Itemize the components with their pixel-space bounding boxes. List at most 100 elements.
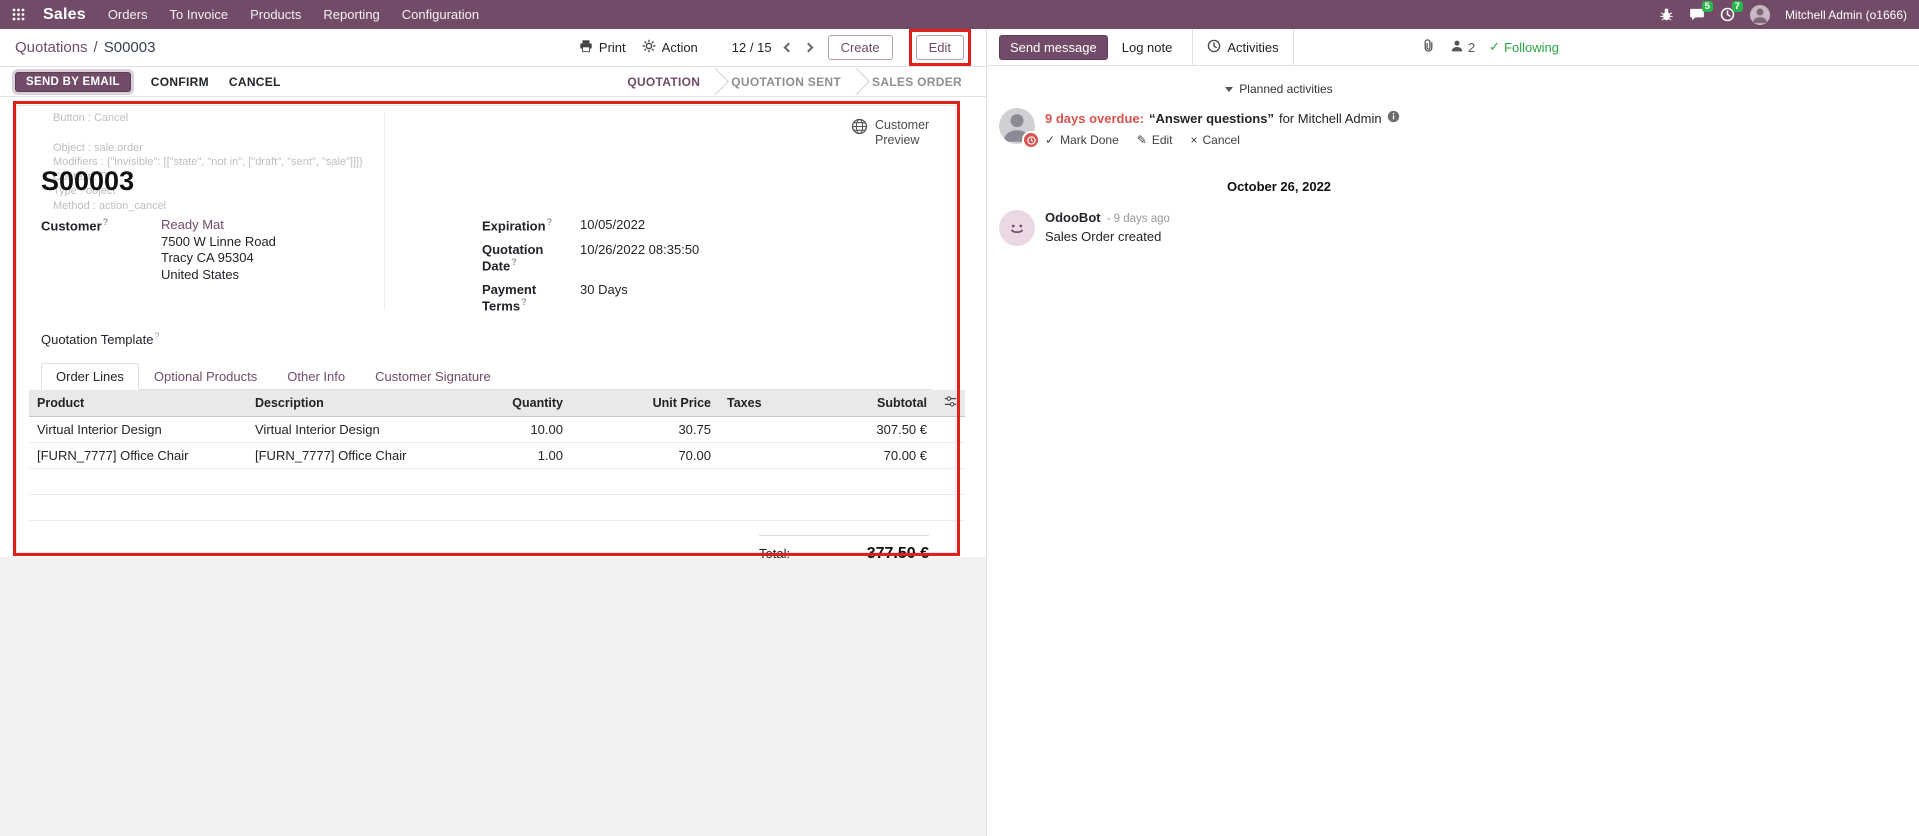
stage-separator-icon: [702, 68, 730, 95]
cell-quantity: 1.00: [459, 442, 571, 470]
person-icon: [1450, 39, 1464, 56]
help-marker: ?: [521, 296, 527, 307]
planned-activities-toggle[interactable]: Planned activities: [999, 82, 1559, 96]
print-button[interactable]: Print: [579, 39, 626, 56]
customer-address-line: 7500 W Linne Road: [161, 233, 276, 249]
activities-clock-icon[interactable]: 7: [1720, 1, 1743, 22]
info-icon[interactable]: [1387, 110, 1400, 126]
notebook-tabs: Order Lines Optional Products Other Info…: [41, 363, 931, 391]
followers-button[interactable]: 2: [1450, 39, 1475, 56]
pager-next-icon[interactable]: [803, 42, 814, 53]
user-name[interactable]: Mitchell Admin (o1666): [1784, 7, 1907, 22]
quotation-date-value: 10/26/2022 08:35:50: [580, 242, 700, 257]
cell-product: [FURN_7777] Office Chair: [29, 442, 247, 470]
menu-reporting[interactable]: Reporting: [323, 7, 380, 22]
menu-orders[interactable]: Orders: [107, 7, 148, 22]
navbar-right: 5 7 Mitchell Admin (o1666): [1659, 1, 1907, 25]
activity-edit-button[interactable]: ✎ Edit: [1137, 133, 1173, 147]
debug-bug-icon[interactable]: [1659, 7, 1674, 22]
stage-quotation[interactable]: QUOTATION: [627, 74, 701, 89]
activities-label: Activities: [1227, 39, 1279, 55]
statusbar: SEND BY EMAIL CONFIRM CANCEL QUOTATION Q…: [0, 67, 986, 97]
quotation-date-label-text: Quotation Date: [482, 242, 544, 274]
create-button[interactable]: Create: [827, 35, 893, 60]
cross-icon: ×: [1190, 133, 1198, 147]
tab-order-lines[interactable]: Order Lines: [41, 363, 139, 391]
mark-done-button[interactable]: ✓ Mark Done: [1045, 133, 1119, 147]
send-message-button[interactable]: Send message: [999, 34, 1108, 60]
customer-name-link[interactable]: Ready Mat: [161, 217, 224, 232]
help-marker: ?: [154, 331, 160, 342]
chatter-panel: Send message Log note Activities 2 ✓: [986, 29, 1919, 836]
log-note-button[interactable]: Log note: [1112, 36, 1183, 59]
order-line-row[interactable]: [FURN_7777] Office Chair [FURN_7777] Off…: [29, 442, 965, 470]
payment-terms-label-text: Payment Terms: [482, 281, 537, 314]
col-subtotal: Subtotal: [807, 390, 935, 418]
cell-description: [FURN_7777] Office Chair: [247, 442, 459, 470]
stage-quotation-sent[interactable]: QUOTATION SENT: [731, 74, 842, 89]
optional-columns-button[interactable]: [935, 390, 965, 418]
payment-terms-value: 30 Days: [580, 281, 628, 297]
cell-empty: [935, 416, 965, 444]
field-grid: Customer? Ready Mat 7500 W Linne Road Tr…: [41, 217, 931, 313]
overdue-clock-badge-icon: [1022, 131, 1040, 149]
action-button[interactable]: Action: [642, 39, 698, 56]
control-panel-right: Print Action 12 / 15 Create Edit: [579, 29, 971, 66]
app-name[interactable]: Sales: [43, 5, 86, 23]
user-avatar[interactable]: [1749, 4, 1770, 25]
messages-icon[interactable]: 5: [1689, 1, 1713, 22]
date-separator: October 26, 2022: [1226, 179, 1332, 194]
cancel-button[interactable]: CANCEL: [228, 74, 281, 89]
send-by-email-button[interactable]: SEND BY EMAIL: [15, 71, 131, 92]
menu-to-invoice[interactable]: To Invoice: [169, 7, 229, 22]
debug-tooltip-line: Type : object: [53, 185, 116, 197]
debug-tooltip-line: Context : {}: [53, 170, 108, 183]
customer-label-text: Customer: [41, 218, 102, 234]
expiration-field: Expiration? 10/05/2022: [482, 217, 699, 234]
activities-button[interactable]: Activities: [1192, 29, 1294, 65]
apps-grid-icon[interactable]: [12, 8, 25, 21]
navbar-left: Sales Orders To Invoice Products Reporti…: [12, 6, 479, 24]
breadcrumb-quotations[interactable]: Quotations: [15, 39, 88, 56]
pager-previous-icon[interactable]: [783, 42, 794, 53]
quotation-date-field: Quotation Date? 10/26/2022 08:35:50: [482, 242, 699, 273]
cell-quantity: 10.00: [459, 416, 571, 444]
menu-configuration[interactable]: Configuration: [401, 7, 480, 22]
payment-terms-field: Payment Terms? 30 Days: [482, 282, 699, 313]
help-marker: ?: [511, 257, 517, 267]
edit-button[interactable]: Edit: [915, 35, 964, 60]
customer-preview-button[interactable]: Customer Preview: [851, 118, 937, 148]
messages-badge: 5: [1701, 1, 1713, 12]
cell-product: Virtual Interior Design: [29, 416, 247, 444]
print-label: Print: [598, 40, 626, 55]
clock-icon: [1207, 39, 1221, 56]
help-marker: ?: [102, 217, 109, 227]
avatar: [999, 108, 1040, 149]
control-panel: Quotations / S00003 Print Action 12 / 15: [0, 29, 986, 67]
stage-sales-order[interactable]: SALES ORDER: [872, 74, 962, 89]
tab-other-info[interactable]: Other Info: [287, 369, 346, 385]
tab-optional-products[interactable]: Optional Products: [153, 369, 258, 385]
tab-customer-signature[interactable]: Customer Signature: [375, 369, 491, 385]
message-content: OdooBot - 9 days ago Sales Order created: [1045, 210, 1170, 246]
menu-products[interactable]: Products: [250, 7, 302, 22]
printer-icon: [579, 39, 593, 56]
activity-cancel-button[interactable]: × Cancel: [1191, 133, 1240, 147]
following-button[interactable]: ✓ Following: [1489, 39, 1559, 55]
col-description: Description: [247, 390, 459, 418]
overdue-text: 9 days overdue:: [1045, 110, 1144, 126]
customer-label: Customer?: [41, 217, 161, 313]
table-header-row: Product Description Quantity Unit Price …: [29, 390, 965, 418]
gear-icon: [642, 39, 656, 56]
stage-separator-icon: [843, 68, 870, 95]
attachments-button[interactable]: [1421, 38, 1436, 56]
expiration-label-text: Expiration: [482, 218, 546, 234]
followers-count: 2: [1467, 39, 1476, 55]
pager-value: 12 / 15: [731, 40, 772, 55]
confirm-button[interactable]: CONFIRM: [150, 74, 209, 89]
activity-actions: ✓ Mark Done ✎ Edit × Cancel: [1045, 133, 1400, 147]
activity-edit-label: Edit: [1151, 133, 1173, 147]
breadcrumb-separator: /: [93, 39, 98, 56]
expiration-label: Expiration?: [482, 217, 580, 234]
order-line-row[interactable]: Virtual Interior Design Virtual Interior…: [29, 416, 965, 444]
